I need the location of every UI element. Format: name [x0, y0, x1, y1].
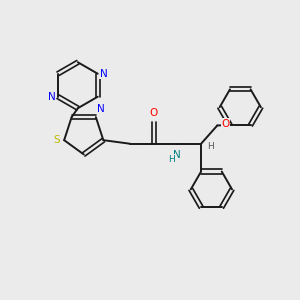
Text: N: N [173, 150, 181, 160]
Text: N: N [97, 104, 105, 114]
Text: S: S [54, 135, 60, 145]
Text: N: N [100, 69, 108, 79]
Text: N: N [48, 92, 56, 102]
Text: O: O [221, 119, 230, 129]
Text: H: H [168, 155, 175, 164]
Text: H: H [208, 142, 214, 151]
Text: O: O [150, 108, 158, 118]
